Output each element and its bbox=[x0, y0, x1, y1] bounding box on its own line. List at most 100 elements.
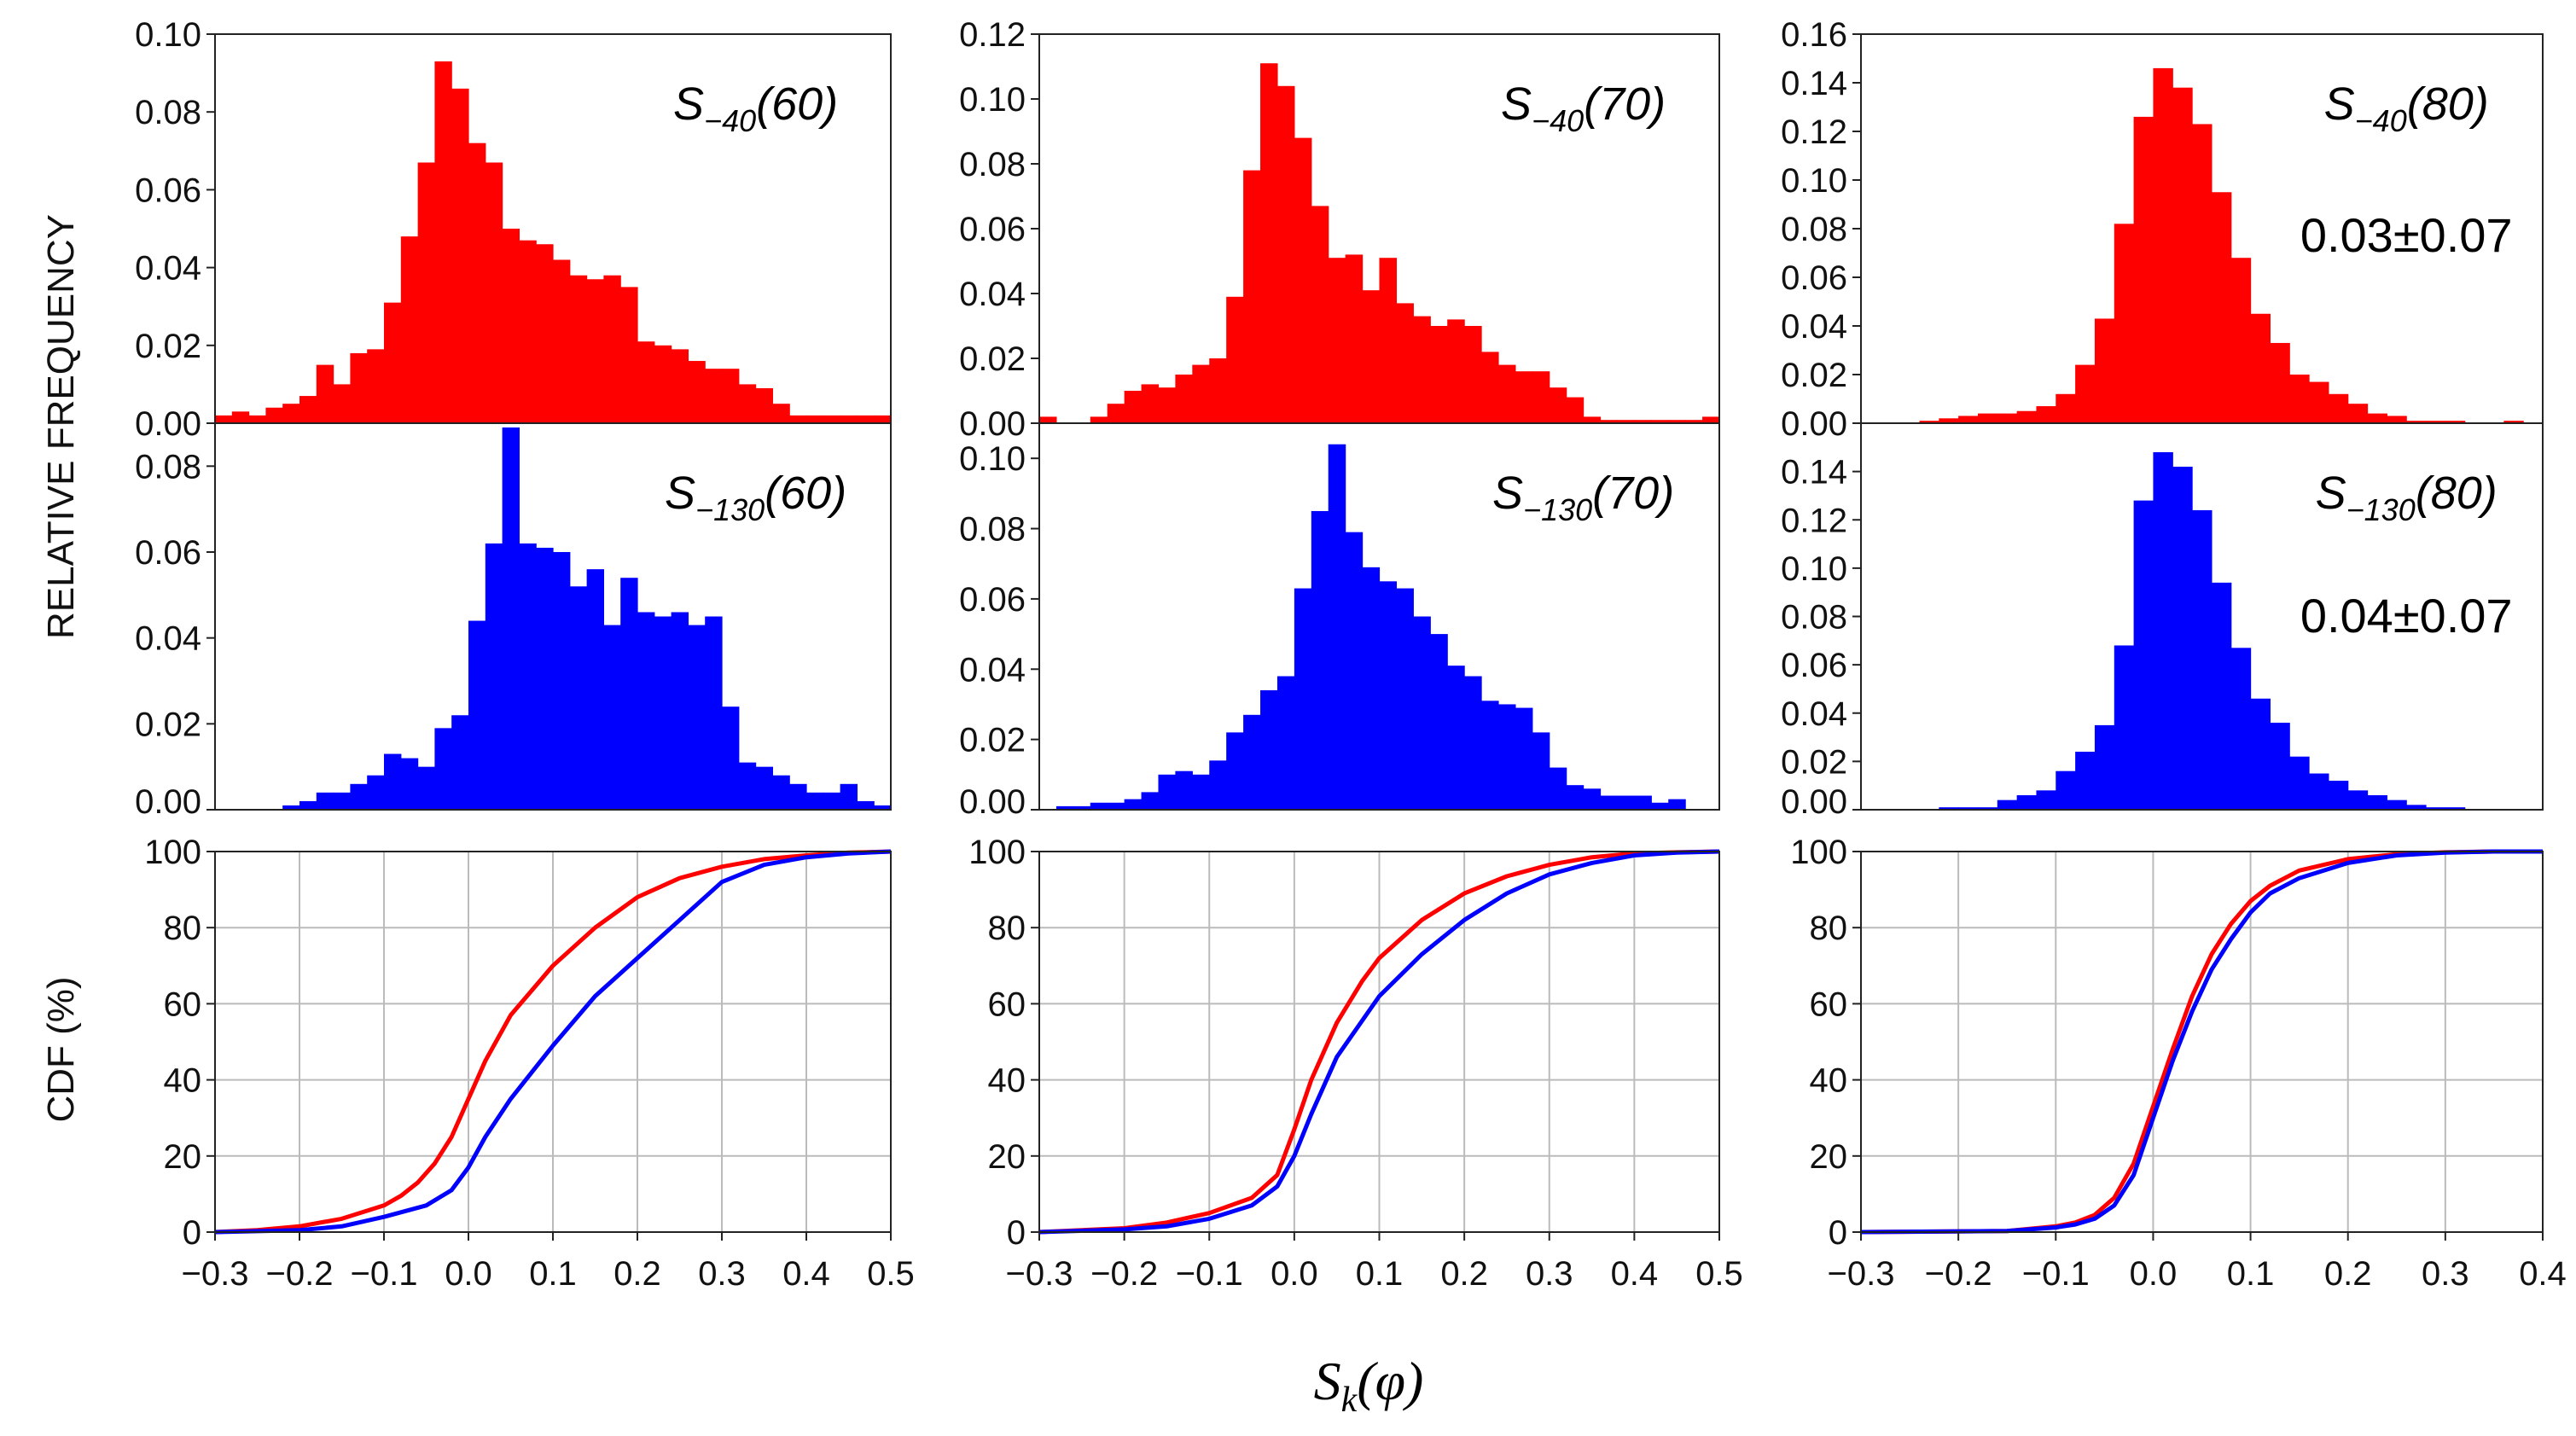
bar bbox=[485, 162, 503, 424]
bar bbox=[654, 345, 672, 423]
bar bbox=[569, 275, 588, 423]
x-tick-label: 0.5 bbox=[1695, 1255, 1743, 1293]
bar bbox=[637, 612, 655, 810]
bar bbox=[2075, 752, 2096, 810]
bar bbox=[1634, 795, 1652, 810]
bar bbox=[2367, 413, 2387, 423]
y-tick-label: 0.08 bbox=[959, 146, 1026, 183]
y-tick-label: 0.04 bbox=[959, 276, 1026, 313]
y-tick-label: 100 bbox=[1790, 834, 1847, 871]
bar bbox=[1209, 358, 1227, 423]
bar bbox=[384, 302, 402, 423]
panel-label-rest: (80) bbox=[2416, 468, 2497, 519]
bar bbox=[1260, 63, 1278, 423]
bar bbox=[1158, 387, 1176, 423]
bar bbox=[705, 616, 723, 810]
y-tick-label: 60 bbox=[1810, 985, 1848, 1023]
bar bbox=[1668, 799, 1686, 810]
y-tick-label: 20 bbox=[164, 1138, 202, 1176]
panel-label-main: S bbox=[2324, 78, 2355, 130]
x-tick-label: −0.3 bbox=[1006, 1255, 1073, 1293]
bar bbox=[1464, 326, 1482, 423]
panel-hist-s130-80: 0.000.02 0.04 0.06 0.08 0.10 0.12 0.14 S−130(80… bbox=[1781, 422, 2544, 821]
x-tick-label: 0.4 bbox=[782, 1255, 830, 1293]
bar bbox=[2270, 723, 2290, 810]
bar bbox=[299, 396, 317, 423]
bar bbox=[215, 415, 233, 423]
bar bbox=[1583, 788, 1602, 810]
cdf-series-line-blue bbox=[1038, 849, 1720, 1235]
y-tick-label: 0.04 bbox=[135, 620, 201, 658]
y-tick-label: 0 bbox=[183, 1214, 201, 1252]
y-tick-label: 0.02 bbox=[959, 340, 1026, 378]
bar bbox=[2211, 582, 2232, 810]
bar bbox=[1090, 416, 1108, 423]
bar bbox=[1515, 707, 1533, 810]
bar bbox=[316, 792, 334, 810]
bar bbox=[1977, 413, 1998, 423]
bar bbox=[2426, 807, 2446, 810]
x-tick-label: −0.2 bbox=[1925, 1255, 1992, 1293]
bar bbox=[1379, 258, 1398, 423]
bar bbox=[2328, 393, 2349, 423]
bar bbox=[1379, 581, 1398, 810]
cdf-series-line-red bbox=[214, 849, 892, 1235]
y-tick-label: 0.02 bbox=[959, 722, 1026, 759]
bar bbox=[620, 578, 638, 810]
bar bbox=[755, 766, 773, 810]
bar bbox=[1430, 634, 1448, 810]
bar bbox=[874, 415, 892, 423]
bar bbox=[1977, 807, 1998, 810]
y-tick-label: 0.00 bbox=[135, 783, 201, 821]
y-tick-label: 0.06 bbox=[135, 172, 201, 209]
y-tick-label: 0.08 bbox=[135, 94, 201, 131]
bar bbox=[2153, 451, 2173, 810]
bar bbox=[2114, 645, 2135, 810]
bar bbox=[1497, 364, 1516, 423]
bar bbox=[738, 762, 757, 810]
bar bbox=[620, 287, 638, 423]
bar bbox=[1192, 774, 1210, 810]
bar bbox=[248, 415, 266, 423]
bar bbox=[468, 620, 486, 810]
y-tick-label: 0.16 bbox=[1781, 16, 1847, 54]
x-tick-label: 0.2 bbox=[613, 1255, 661, 1293]
bar bbox=[671, 612, 689, 810]
bar bbox=[417, 766, 435, 810]
bar bbox=[1481, 701, 1499, 810]
panel-hist-s40-70: 0.00 0.02 0.04 0.06 0.08 0.10 0.12 S−40(70) bbox=[959, 16, 1720, 443]
x-tick-label: 0.2 bbox=[2324, 1255, 2372, 1293]
bar bbox=[553, 259, 571, 423]
bar bbox=[333, 384, 351, 423]
bar bbox=[671, 349, 689, 423]
y-tick-label: 0.04 bbox=[135, 250, 201, 288]
y-tick-label: 0.10 bbox=[1781, 162, 1847, 200]
bar bbox=[806, 415, 824, 423]
y-tick-label: 0.12 bbox=[1781, 502, 1847, 539]
x-tick-label: 0.1 bbox=[529, 1255, 577, 1293]
bar bbox=[1997, 413, 2018, 423]
x-tick-label: 0.3 bbox=[698, 1255, 746, 1293]
cdf-series-line-red bbox=[1038, 849, 1720, 1235]
panel-label-sub: −130 bbox=[2346, 492, 2416, 527]
bar bbox=[1447, 666, 1465, 810]
bar bbox=[434, 61, 452, 424]
bar bbox=[2016, 410, 2038, 423]
bar bbox=[553, 552, 571, 810]
bar bbox=[738, 384, 757, 423]
xlabel-main: S bbox=[1314, 1351, 1341, 1411]
bar bbox=[1124, 799, 1143, 810]
bar bbox=[1039, 416, 1057, 423]
bar bbox=[874, 805, 892, 810]
xlabel-sub: k bbox=[1341, 1381, 1358, 1420]
y-tick-label: 0.02 bbox=[135, 706, 201, 743]
bar bbox=[2094, 724, 2115, 810]
bar bbox=[1617, 795, 1635, 810]
x-tick-label: 0.1 bbox=[1356, 1255, 1404, 1293]
panel-label-main: S bbox=[665, 468, 695, 519]
bar bbox=[1685, 420, 1703, 423]
y-tick-label: 0.12 bbox=[959, 16, 1026, 54]
bar bbox=[2250, 698, 2271, 810]
bar bbox=[789, 783, 807, 810]
plot-frame bbox=[214, 422, 892, 811]
